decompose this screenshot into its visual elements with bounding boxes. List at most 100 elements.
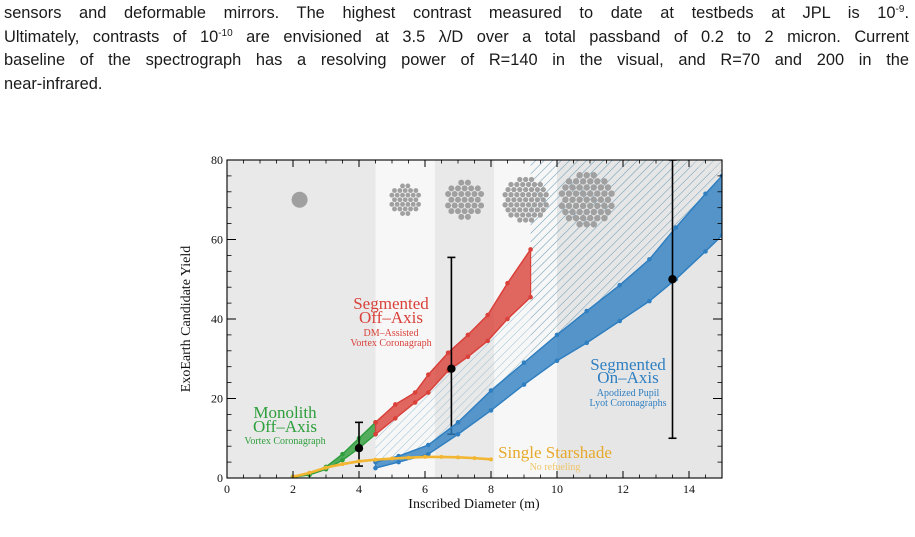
segment-icon xyxy=(389,192,395,198)
segment-icon xyxy=(528,207,535,213)
starshade-marker xyxy=(324,465,328,470)
label-monolith-1: Monolith xyxy=(253,403,317,422)
segment-icon xyxy=(537,212,543,218)
segment-icon xyxy=(451,202,458,209)
starshade-marker xyxy=(373,457,378,462)
segment-icon xyxy=(597,196,605,203)
segment-icon xyxy=(514,212,520,218)
starshade-marker xyxy=(390,456,394,461)
x-axis-label: Inscribed Diameter (m) xyxy=(408,497,540,512)
label-seg-off-1: Segmented xyxy=(353,294,429,313)
label-seg-off: Segmented Off–Axis DM–Assisted Vortex Co… xyxy=(350,294,431,349)
segment-icon xyxy=(540,197,546,203)
segment-icon xyxy=(405,211,411,217)
y-tick-label: 80 xyxy=(211,153,223,167)
segment-icon xyxy=(522,217,529,223)
label-seg-off-4: Vortex Coronagraph xyxy=(350,338,431,349)
seg-on-marker xyxy=(426,442,431,448)
segment-icon xyxy=(520,212,526,218)
segment-icon xyxy=(604,196,612,203)
starshade-marker xyxy=(357,459,361,464)
seg-on-marker xyxy=(719,233,722,238)
seg-off-point xyxy=(447,364,456,373)
segment-icon xyxy=(502,202,508,208)
paragraph-line-3: baseline of the spectrograph has a resol… xyxy=(4,51,909,70)
seg-mirror-small-icon xyxy=(389,183,421,217)
seg-on-marker xyxy=(455,420,461,425)
segment-icon xyxy=(587,202,594,210)
starshade-marker xyxy=(406,455,411,460)
segment-icon xyxy=(464,202,471,209)
segment-icon xyxy=(565,190,573,197)
segment-icon xyxy=(597,184,605,191)
segment-icon xyxy=(522,176,529,183)
segment-icon xyxy=(405,201,411,207)
paragraph-line-4: near-infrared. xyxy=(4,74,103,93)
segment-icon xyxy=(569,184,576,191)
segment-icon xyxy=(583,221,590,228)
paragraph-line-1: sensors and deformable mirrors. The high… xyxy=(4,4,909,22)
seg-on-marker xyxy=(617,282,622,288)
segment-icon xyxy=(540,186,546,193)
seg-mirror-medium-icon xyxy=(445,179,485,220)
segment-icon xyxy=(528,217,535,223)
segment-icon xyxy=(464,213,471,220)
segment-icon xyxy=(537,192,543,198)
segment-icon xyxy=(594,202,601,210)
label-seg-on-3: Apodized Pupil xyxy=(597,388,660,399)
label-seg-on-1: Segmented xyxy=(590,355,666,374)
seg-on-marker xyxy=(703,191,708,197)
monolith-marker xyxy=(340,451,345,457)
label-starshade-1: Single Starshade xyxy=(498,443,612,462)
segment-icon xyxy=(461,185,468,192)
segment-icon xyxy=(502,192,508,198)
segment-icon xyxy=(468,208,475,215)
segment-icon xyxy=(408,197,413,203)
seg-on-marker xyxy=(396,459,401,465)
segment-icon xyxy=(402,188,408,193)
segment-icon xyxy=(511,207,517,213)
label-monolith-2: Off–Axis xyxy=(253,417,317,436)
segment-icon xyxy=(587,214,594,222)
segment-icon xyxy=(508,192,514,198)
starshade-marker xyxy=(340,462,345,467)
starshade-marker xyxy=(472,456,477,461)
segment-icon xyxy=(576,221,583,228)
segment-icon xyxy=(583,208,590,216)
segment-icon xyxy=(604,208,612,216)
bg-region-1 xyxy=(227,160,376,478)
segment-icon xyxy=(448,196,455,203)
label-seg-off-3: DM–Assisted xyxy=(363,328,418,339)
segment-icon xyxy=(590,208,598,216)
segment-icon xyxy=(508,202,514,208)
segment-icon xyxy=(601,202,608,210)
segment-icon xyxy=(558,190,566,197)
segment-icon xyxy=(458,191,465,198)
seg-on-point xyxy=(668,275,677,284)
segment-icon xyxy=(525,212,532,218)
segment-icon xyxy=(562,196,569,203)
x-tick-label: 2 xyxy=(290,482,296,496)
segment-icon xyxy=(525,192,532,198)
starshade-marker xyxy=(307,470,312,475)
segment-icon xyxy=(587,178,594,185)
segment-icon xyxy=(397,188,403,193)
seg-off-marker xyxy=(465,354,471,360)
seg-on-marker xyxy=(455,431,461,437)
seg-mirror-xlarge-icon xyxy=(558,172,615,228)
segment-icon xyxy=(397,206,403,212)
seg-on-marker xyxy=(554,358,560,364)
segment-icon xyxy=(405,192,411,198)
segment-icon xyxy=(514,192,520,198)
segment-icon xyxy=(394,201,400,207)
segment-icon xyxy=(576,184,583,191)
segment-icon xyxy=(565,214,573,222)
segment-icon xyxy=(531,202,538,208)
segment-icon xyxy=(397,197,403,203)
label-seg-on: Segmented On–Axis Apodized Pupil Lyot Co… xyxy=(590,355,667,409)
segment-icon xyxy=(590,184,598,191)
segment-icon xyxy=(562,184,569,191)
segment-icon xyxy=(537,181,543,188)
segment-icon xyxy=(392,197,397,203)
